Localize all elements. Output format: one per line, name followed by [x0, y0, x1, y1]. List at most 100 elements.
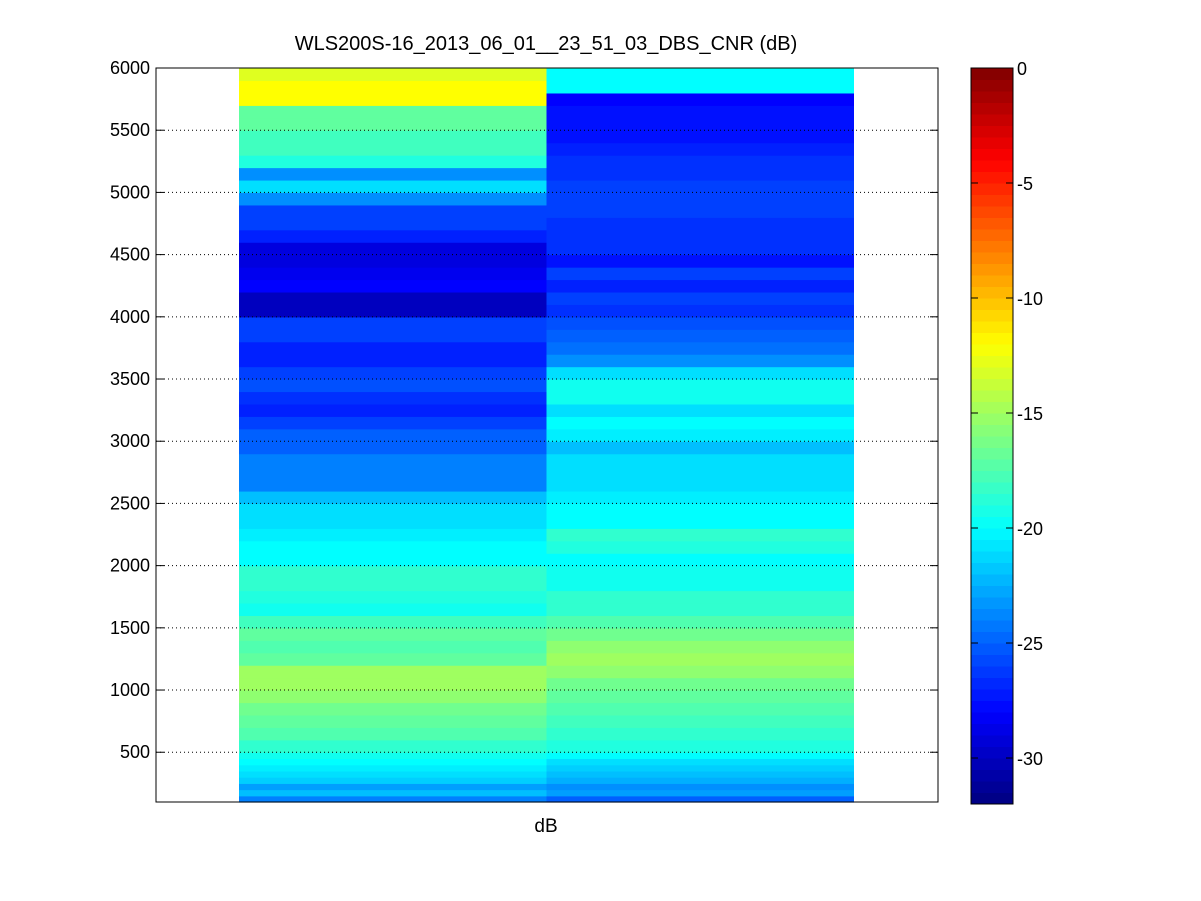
y-tick-label: 6000: [110, 58, 150, 78]
colorbar-ticks: 0 -5 -10 -15 -20 -25 -30: [971, 59, 1043, 769]
y-tick-label: 3000: [110, 431, 150, 451]
heatmap-cell: [239, 403, 547, 417]
plot-area: 500 1000 1500 2000 2500 3000 3500 4000 4500 5000 5…: [110, 58, 939, 803]
heatmap-cell: [546, 80, 854, 94]
heatmap-cell: [546, 267, 854, 281]
colorbar-step: [971, 286, 1013, 299]
heatmap-cell: [239, 366, 547, 380]
heatmap-cell: [239, 117, 547, 131]
colorbar-step: [971, 654, 1013, 667]
heatmap-cell: [239, 727, 547, 741]
heatmap-cell: [239, 441, 547, 455]
heatmap-cell: [546, 441, 854, 455]
heatmap-cell: [239, 267, 547, 281]
y-tick-label: 4000: [110, 307, 150, 327]
colorbar-step: [971, 413, 1013, 425]
heatmap-cell: [239, 242, 547, 256]
colorbar-step: [971, 781, 1013, 793]
heatmap-cell: [239, 416, 547, 430]
y-tick-label: 4500: [110, 245, 150, 265]
heatmap-cell: [546, 490, 854, 505]
colorbar-frame: [970, 67, 1014, 805]
heatmap-cell: [239, 739, 547, 753]
colorbar-step: [971, 321, 1013, 333]
heatmap-cell: [239, 652, 547, 666]
heatmap-cell: [546, 291, 854, 305]
colorbar-step: [971, 206, 1013, 218]
heatmap-cell: [546, 68, 854, 82]
heatmap-cell: [546, 565, 854, 579]
heatmap-cell: [239, 789, 547, 797]
heatmap-cell: [239, 80, 547, 94]
colorbar-step: [971, 746, 1013, 759]
heatmap-cell: [239, 229, 547, 243]
heatmap-cell: [546, 142, 854, 156]
colorbar-step: [971, 160, 1013, 172]
colorbar-step: [971, 275, 1013, 287]
colorbar-step: [971, 574, 1013, 586]
colorbar-tick-label: -25: [1017, 634, 1043, 654]
colorbar-step: [971, 447, 1013, 460]
y-tick-label: 2000: [110, 556, 150, 576]
heatmap-cell: [546, 515, 854, 529]
heatmap-cell: [546, 403, 854, 417]
heatmap-cell: [239, 752, 547, 760]
colorbar-step: [971, 436, 1013, 448]
heatmap-cell: [239, 192, 547, 206]
colorbar-step: [971, 769, 1013, 782]
heatmap-cell: [546, 752, 854, 760]
heatmap-cell: [546, 739, 854, 753]
colorbar-step: [971, 79, 1013, 92]
heatmap-cell: [546, 379, 854, 393]
heatmap-cell: [239, 665, 547, 679]
heatmap-cell: [239, 254, 547, 268]
colorbar-tick-label: -5: [1017, 174, 1033, 194]
heatmap-cell: [546, 130, 854, 144]
colorbar-step: [971, 125, 1013, 138]
colorbar-step: [971, 700, 1013, 713]
heatmap-cell: [546, 105, 854, 119]
colorbar-step: [971, 597, 1013, 609]
colorbar-step: [971, 735, 1013, 747]
colorbar-step: [971, 378, 1013, 391]
y-tick-label: 2500: [110, 493, 150, 513]
colorbar-step: [971, 493, 1013, 506]
heatmap-cell: [239, 204, 547, 218]
heatmap-cell: [239, 329, 547, 343]
heatmap-cell: [239, 279, 547, 293]
heatmap-cell: [546, 204, 854, 218]
colorbar-step: [971, 390, 1013, 402]
colorbar-step: [971, 470, 1013, 483]
heatmap-cell: [546, 478, 854, 492]
colorbar-step: [971, 631, 1013, 644]
colorbar-step: [971, 332, 1013, 345]
colorbar-step: [971, 723, 1013, 736]
colorbar-step: [971, 643, 1013, 655]
heatmap-cells: [239, 68, 854, 803]
colorbar-step: [971, 194, 1013, 207]
heatmap-cell: [546, 155, 854, 169]
heatmap-cell: [239, 167, 547, 181]
colorbar-step: [971, 263, 1013, 276]
y-tick-label: 1000: [110, 680, 150, 700]
heatmap-cell: [546, 254, 854, 268]
heatmap-cell: [546, 789, 854, 797]
heatmap-cell: [546, 167, 854, 181]
colorbar-step: [971, 528, 1013, 540]
heatmap-cell: [239, 142, 547, 156]
colorbar-step: [971, 217, 1013, 230]
colorbar-step: [971, 677, 1013, 690]
heatmap-cell: [239, 690, 547, 704]
heatmap-cell: [546, 304, 854, 318]
heatmap-cell: [239, 540, 547, 554]
heatmap-cell: [546, 416, 854, 430]
heatmap-cell: [239, 777, 547, 784]
heatmap-cell: [546, 428, 854, 442]
heatmap-cell: [546, 316, 854, 330]
colorbar-step: [971, 482, 1013, 494]
heatmap-cell: [239, 341, 547, 355]
heatmap-cell: [546, 665, 854, 679]
heatmap-cell: [239, 627, 547, 641]
heatmap-cell: [546, 690, 854, 704]
